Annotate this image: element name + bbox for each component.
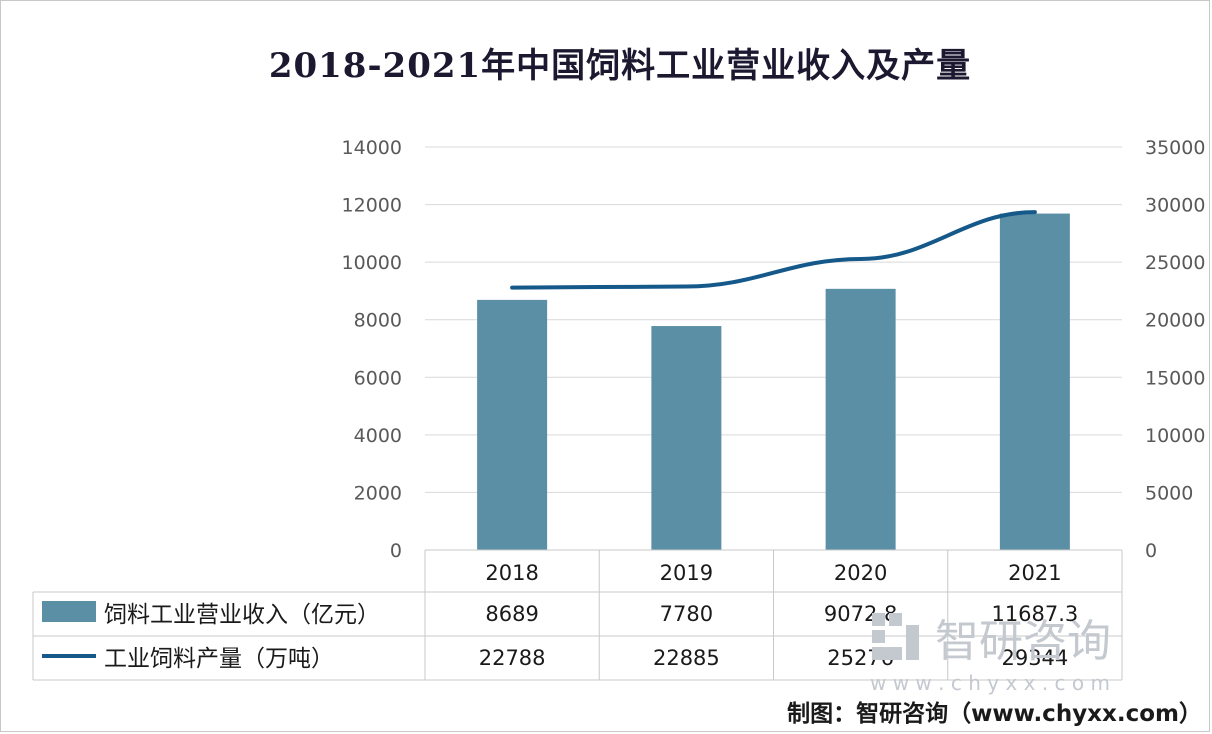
right-tick-label: 30000	[1145, 195, 1205, 217]
left-tick-label: 2000	[354, 482, 402, 504]
data-table: 2018 2019 2020 2021 饲料工业营业收入（亿元） 8689 7780 9072…	[32, 549, 1123, 681]
data-label-revenue: 9072.8	[824, 602, 897, 626]
watermark-url: w w w . c h y x x . c o m	[870, 671, 1110, 695]
line-point	[860, 258, 862, 260]
right-tick-label: 35000	[1145, 137, 1205, 159]
category-label: 2021	[1008, 561, 1061, 585]
left-tick-label: 12000	[342, 195, 402, 217]
right-tick-label: 25000	[1145, 252, 1205, 274]
bar	[477, 299, 548, 550]
category-label: 2020	[834, 561, 887, 585]
legend-line-label: 工业饲料产量（万吨）	[104, 646, 334, 672]
data-label-revenue: 8689	[485, 602, 538, 626]
line-point	[511, 287, 513, 289]
watermark-logo-icon	[872, 613, 919, 660]
left-tick-label: 14000	[342, 137, 402, 159]
left-tick-label: 8000	[354, 310, 402, 332]
category-label: 2019	[660, 561, 713, 585]
left-tick-label: 10000	[342, 252, 402, 274]
bar-series	[477, 213, 1070, 550]
series-line	[510, 210, 1037, 290]
data-label-revenue: 7780	[660, 602, 713, 626]
left-tick-label: 4000	[354, 425, 402, 447]
right-tick-label: 5000	[1145, 482, 1193, 504]
bar	[651, 326, 722, 550]
line-point	[1034, 211, 1036, 213]
category-label: 2018	[485, 561, 538, 585]
left-axis: 0 2000 4000 6000 8000 10000 12000 14000	[342, 137, 402, 562]
source-credit: 制图：智研咨询（www.chyxx.com）	[787, 701, 1202, 727]
data-label-revenue: 11687.3	[991, 602, 1078, 626]
right-tick-label: 15000	[1145, 367, 1205, 389]
legend-bar-swatch	[42, 601, 96, 622]
right-tick-label: 10000	[1145, 425, 1205, 447]
bar	[999, 213, 1070, 550]
chart-title: 2018-2021年中国饲料工业营业收入及产量	[268, 46, 972, 86]
data-label-output: 22885	[653, 646, 720, 670]
legend-bar-label: 饲料工业营业收入（亿元）	[104, 602, 380, 628]
right-tick-label: 0	[1145, 540, 1157, 562]
data-label-output: 29344	[1001, 646, 1068, 670]
left-tick-label: 6000	[354, 367, 402, 389]
bar	[825, 288, 896, 550]
line-series	[510, 210, 1037, 290]
right-axis: 0 5000 10000 15000 20000 25000 30000 35000	[1145, 137, 1205, 562]
left-tick-label: 0	[390, 540, 402, 562]
data-label-output: 22788	[479, 646, 546, 670]
watermark: 智研咨询 w w w . c h y x x . c o m	[870, 613, 1111, 695]
watermark-name: 智研咨询	[935, 616, 1111, 667]
line-point	[685, 285, 687, 287]
right-tick-label: 20000	[1145, 310, 1205, 332]
